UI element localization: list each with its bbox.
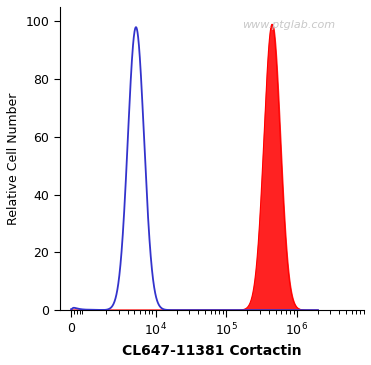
Text: www.ptglab.com: www.ptglab.com (242, 20, 335, 30)
X-axis label: CL647-11381 Cortactin: CL647-11381 Cortactin (122, 344, 302, 358)
Y-axis label: Relative Cell Number: Relative Cell Number (7, 92, 20, 225)
